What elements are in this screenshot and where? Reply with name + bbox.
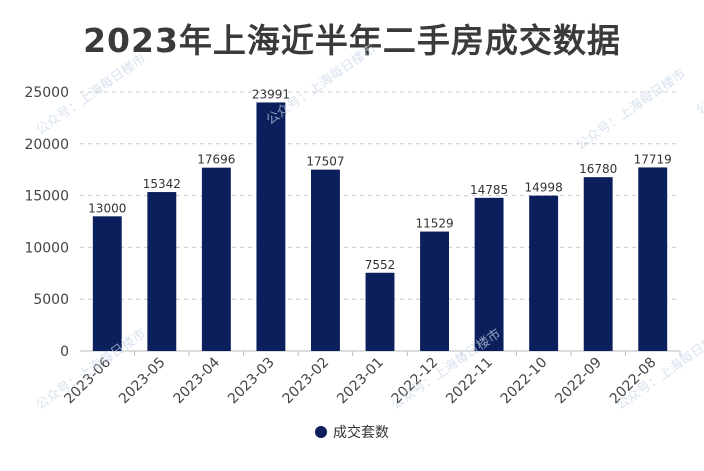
x-tick-label-2023-02: 2023-02 bbox=[280, 355, 333, 408]
data-label-2022-12: 11529 bbox=[415, 217, 453, 231]
y-tick-label: 25000 bbox=[24, 85, 69, 101]
bar-2023-02[interactable] bbox=[311, 169, 340, 351]
legend-marker bbox=[315, 426, 327, 438]
chart-title: 2023年上海近半年二手房成交数据 bbox=[83, 21, 621, 60]
data-label-2022-09: 16780 bbox=[579, 162, 617, 176]
y-tick-label: 15000 bbox=[24, 189, 69, 205]
legend-label: 成交套数 bbox=[333, 425, 389, 441]
data-label-2022-11: 14785 bbox=[470, 183, 508, 197]
data-label-2022-08: 17719 bbox=[634, 152, 672, 166]
legend[interactable]: 成交套数 bbox=[0, 422, 704, 442]
y-tick-label: 0 bbox=[60, 344, 69, 360]
x-tick-label-2023-05: 2023-05 bbox=[116, 355, 169, 408]
bar-2022-09[interactable] bbox=[583, 177, 613, 351]
bar-2022-12[interactable] bbox=[420, 231, 449, 351]
data-label-2023-05: 15342 bbox=[143, 177, 181, 191]
bar-2023-03[interactable] bbox=[256, 102, 286, 351]
bar-2023-04[interactable] bbox=[201, 167, 231, 351]
x-axis-ticks: 2023-06 2023-05 2023-04 2023-03 2023-02 2023-… bbox=[61, 351, 681, 408]
y-tick-label: 5000 bbox=[33, 292, 69, 308]
bars bbox=[92, 102, 668, 351]
data-label-2023-04: 17696 bbox=[197, 153, 235, 167]
data-labels: 13000 15342 17696 23991 17507 7552 11529 14785 1… bbox=[88, 87, 672, 271]
watermark-text: 公众号：上海每日楼市 bbox=[693, 31, 704, 119]
data-label-2023-03: 23991 bbox=[252, 87, 290, 101]
x-tick-label-2022-10: 2022-10 bbox=[498, 355, 551, 408]
bar-2023-01[interactable] bbox=[365, 272, 395, 351]
x-tick-label-2023-04: 2023-04 bbox=[171, 354, 224, 407]
x-tick-label-2022-09: 2022-09 bbox=[552, 355, 605, 408]
bar-2022-11[interactable] bbox=[474, 197, 504, 351]
watermark-text: 公众号：上海每日楼市 bbox=[573, 66, 689, 154]
x-tick-label-2023-03: 2023-03 bbox=[225, 355, 278, 408]
data-label-2022-10: 14998 bbox=[525, 181, 563, 195]
y-axis-ticks: 0 5000 10000 15000 20000 25000 bbox=[24, 85, 69, 360]
bar-2023-05[interactable] bbox=[147, 192, 177, 351]
x-tick-label-2023-01: 2023-01 bbox=[334, 355, 387, 408]
data-label-2023-01: 7552 bbox=[365, 258, 396, 272]
watermark-text: 公众号：上海每日楼市 bbox=[263, 41, 379, 129]
bar-2022-10[interactable] bbox=[529, 195, 559, 351]
data-label-2023-02: 17507 bbox=[306, 155, 344, 169]
bar-2023-06[interactable] bbox=[92, 216, 122, 351]
bar-2022-08[interactable] bbox=[638, 167, 668, 351]
y-tick-label: 20000 bbox=[24, 137, 69, 153]
data-label-2023-06: 13000 bbox=[88, 201, 126, 215]
y-tick-label: 10000 bbox=[24, 240, 69, 256]
